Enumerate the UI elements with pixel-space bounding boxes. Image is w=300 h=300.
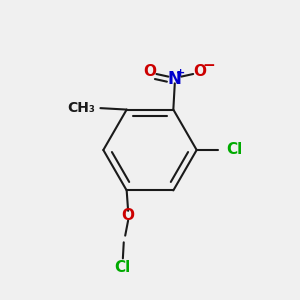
Text: CH₃: CH₃ [68, 101, 95, 115]
Text: O: O [143, 64, 157, 79]
Text: +: + [176, 68, 185, 78]
Text: N: N [168, 70, 182, 88]
Text: O: O [193, 64, 206, 79]
Text: −: − [202, 58, 215, 73]
Text: Cl: Cl [114, 260, 130, 275]
Text: Cl: Cl [227, 142, 243, 158]
Text: O: O [122, 208, 135, 223]
